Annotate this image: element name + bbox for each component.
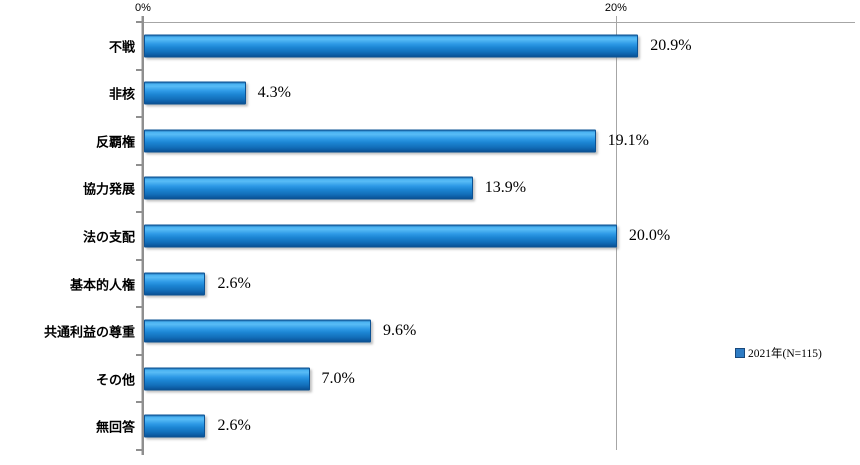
chart-row: 法の支配 20.0%	[83, 212, 855, 260]
plot-top-border	[143, 22, 855, 23]
y-axis-tick	[136, 449, 143, 451]
legend: 2021年(N=115)	[735, 345, 822, 361]
bar	[144, 176, 473, 200]
chart-row: 基本的人権 2.6%	[70, 260, 855, 308]
y-axis-tick	[136, 21, 143, 23]
value-label: 4.3%	[257, 84, 291, 102]
y-axis-line	[141, 16, 144, 455]
category-label: 無回答	[95, 419, 135, 435]
chart-row: 共通利益の尊重 9.6%	[44, 307, 855, 355]
y-axis-tick	[136, 401, 143, 403]
category-label: その他	[95, 372, 135, 388]
value-label: 9.6%	[383, 322, 417, 340]
category-label: 協力発展	[82, 181, 135, 197]
value-label: 19.1%	[607, 131, 649, 149]
chart-row: その他 7.0%	[96, 355, 855, 403]
bar	[144, 319, 371, 343]
legend-series-swatch-icon	[735, 348, 745, 358]
y-axis-tick	[136, 164, 143, 166]
chart-row: 非核 4.3%	[109, 70, 855, 118]
x-axis-tick-label: 0%	[135, 2, 151, 14]
chart-row: 不戦 20.9%	[109, 22, 855, 70]
value-label: 20.0%	[628, 226, 671, 244]
bar	[144, 272, 206, 295]
bar	[144, 367, 310, 391]
x-axis-tick-label: 20%	[604, 2, 627, 14]
value-label: 7.0%	[321, 369, 355, 387]
category-label: 基本的人権	[69, 277, 135, 292]
category-label: 共通利益の尊重	[43, 324, 135, 340]
chart-row: 協力発展 13.9%	[83, 165, 855, 213]
chart-row: 反覇権 19.1%	[96, 117, 855, 165]
category-label: 非核	[108, 86, 135, 102]
bar	[144, 129, 596, 153]
chart-row: 無回答 2.6%	[96, 402, 855, 450]
category-label: 反覇権	[95, 134, 135, 150]
category-label: 不戦	[108, 39, 135, 55]
category-label: 法の支配	[82, 229, 135, 245]
legend-label: 2021年(N=115)	[748, 348, 822, 360]
value-label: 2.6%	[217, 274, 251, 292]
y-axis-tick	[136, 116, 143, 118]
y-axis-tick	[136, 211, 143, 213]
bar	[144, 224, 617, 248]
plot-area: 不戦 20.9% 非核 4.3% 反覇権 19.1% 協力発展 13.9% 法の支配 20.0% 基…	[44, 16, 855, 455]
bar	[144, 81, 246, 105]
y-axis-tick	[136, 354, 143, 356]
y-axis-tick	[136, 69, 143, 71]
value-label: 13.9%	[484, 179, 527, 197]
bar	[144, 414, 206, 438]
y-axis-tick	[136, 306, 143, 308]
bar	[144, 34, 639, 58]
value-label: 2.6%	[217, 417, 251, 435]
value-label: 20.9%	[650, 36, 692, 54]
y-axis-tick	[136, 259, 143, 261]
